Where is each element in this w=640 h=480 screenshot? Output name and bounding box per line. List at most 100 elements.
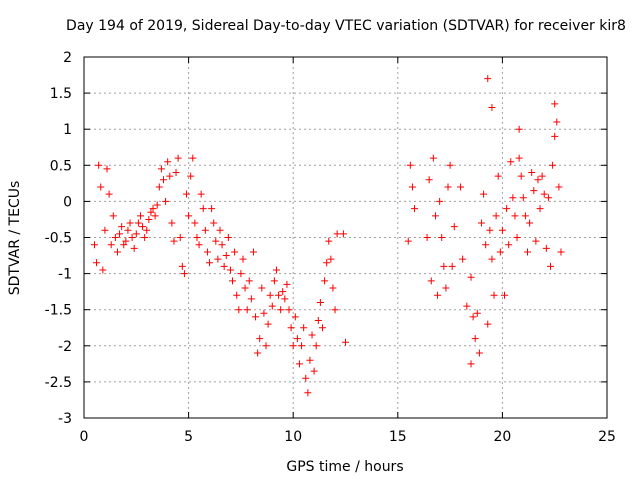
data-point-marker — [270, 277, 278, 285]
data-point-marker — [149, 205, 157, 213]
data-point-marker — [342, 338, 349, 346]
data-point-marker — [542, 244, 550, 252]
data-point-marker — [224, 234, 232, 241]
data-point-marker — [93, 259, 101, 267]
data-point-marker — [262, 342, 270, 350]
y-tick-label: 2 — [63, 50, 72, 66]
data-point-marker — [252, 313, 260, 321]
data-point-marker — [469, 313, 477, 321]
data-point-marker — [153, 201, 161, 209]
data-point-marker — [459, 255, 467, 263]
data-point-marker — [109, 212, 117, 220]
data-point-marker — [103, 165, 111, 173]
data-point-marker — [308, 331, 316, 339]
data-point-marker — [488, 255, 496, 263]
data-point-marker — [530, 187, 538, 195]
data-point-marker — [446, 161, 454, 169]
data-point-marker — [116, 230, 124, 238]
data-point-marker — [287, 324, 295, 332]
data-point-marker — [208, 205, 216, 213]
data-point-marker — [321, 277, 329, 285]
data-points — [90, 75, 565, 397]
data-point-marker — [507, 158, 515, 166]
data-point-marker — [471, 335, 479, 343]
data-point-marker — [249, 248, 257, 256]
data-point-marker — [444, 183, 452, 191]
data-point-marker — [339, 230, 347, 238]
data-point-marker — [513, 234, 521, 241]
data-point-marker — [436, 197, 444, 205]
data-point-marker — [247, 295, 255, 303]
y-axis-label: SDTVAR / TECUs — [7, 181, 23, 296]
data-point-marker — [442, 284, 450, 292]
data-point-marker — [440, 262, 448, 270]
data-point-marker — [431, 212, 439, 220]
data-point-marker — [438, 234, 446, 241]
data-point-marker — [189, 154, 197, 162]
data-point-marker — [480, 190, 488, 198]
y-tick-labels: -3 -2.5 -2 -1.5 -1 -0.5 0 0.5 1 1.5 2 — [45, 50, 72, 427]
data-point-marker — [557, 248, 565, 256]
data-point-marker — [233, 291, 241, 299]
data-point-marker — [463, 302, 471, 310]
data-point-marker — [425, 176, 433, 184]
grid-lines — [84, 57, 607, 418]
data-point-marker — [467, 360, 475, 368]
data-point-marker — [488, 104, 496, 112]
data-point-marker — [113, 248, 121, 256]
data-point-marker — [544, 194, 552, 202]
data-point-marker — [191, 219, 199, 227]
x-tick-label: 0 — [80, 429, 89, 445]
data-point-marker — [515, 125, 523, 133]
data-point-marker — [187, 172, 195, 180]
data-point-marker — [90, 241, 98, 249]
data-point-marker — [122, 237, 130, 245]
data-point-marker — [423, 234, 431, 241]
x-axis-label: GPS time / hours — [286, 459, 403, 475]
data-point-marker — [524, 248, 532, 256]
data-point-marker — [306, 356, 314, 364]
data-point-marker — [291, 313, 299, 321]
data-point-marker — [159, 176, 167, 184]
x-tick-label: 20 — [493, 429, 511, 445]
data-point-marker — [256, 335, 264, 343]
data-point-marker — [295, 360, 303, 368]
data-point-marker — [477, 219, 485, 227]
data-point-marker — [519, 194, 527, 202]
data-point-marker — [434, 291, 442, 299]
data-point-marker — [457, 183, 465, 191]
data-point-marker — [141, 234, 149, 241]
data-point-marker — [254, 349, 262, 357]
data-point-marker — [111, 234, 119, 241]
data-point-marker — [505, 241, 513, 249]
data-point-marker — [553, 118, 561, 126]
data-point-marker — [551, 132, 559, 140]
data-point-marker — [174, 154, 182, 162]
y-tick-label: -2.5 — [45, 375, 72, 391]
data-point-marker — [492, 212, 500, 220]
data-point-marker — [99, 266, 107, 274]
data-point-marker — [473, 309, 481, 317]
data-point-marker — [147, 208, 155, 216]
data-point-marker — [216, 226, 224, 234]
data-point-marker — [107, 241, 115, 249]
data-point-marker — [323, 259, 331, 267]
data-point-marker — [264, 320, 272, 328]
data-point-marker — [404, 237, 412, 245]
data-point-marker — [408, 183, 416, 191]
data-point-marker — [218, 241, 226, 249]
data-point-marker — [128, 234, 136, 241]
data-point-marker — [448, 262, 456, 270]
data-point-marker — [201, 226, 209, 234]
data-point-marker — [183, 190, 191, 198]
data-point-marker — [176, 234, 184, 241]
data-point-marker — [475, 349, 483, 357]
data-point-marker — [164, 158, 172, 166]
data-point-marker — [429, 154, 437, 162]
data-point-marker — [333, 230, 341, 238]
data-point-marker — [547, 262, 555, 270]
data-point-marker — [162, 197, 170, 205]
data-point-marker — [277, 306, 285, 314]
